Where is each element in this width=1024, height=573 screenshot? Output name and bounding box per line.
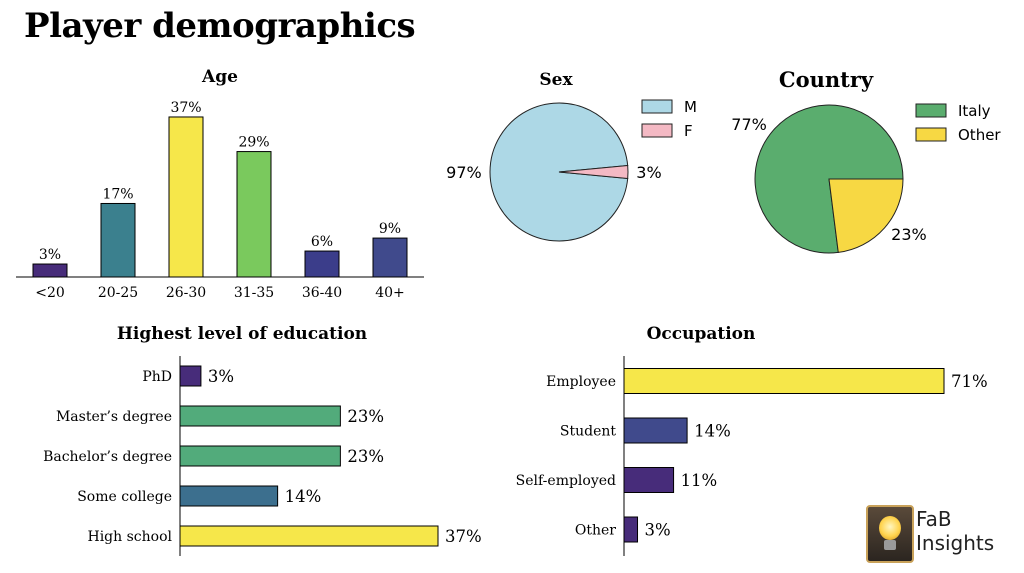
sex-legend-swatch	[641, 99, 673, 114]
age-bar	[32, 263, 68, 278]
logo-text: FaB Insights	[916, 507, 994, 555]
age-tick-label: 40+	[375, 285, 405, 301]
education-data-label: 23%	[347, 407, 384, 426]
occupation-tick-label: Employee	[546, 374, 616, 390]
fab-insights-logo: FaB Insights	[866, 505, 996, 563]
occupation-tick-label: Self-employed	[516, 473, 616, 489]
education-tick-label: High school	[88, 529, 173, 545]
age-bar	[236, 151, 272, 278]
education-data-label: 23%	[347, 447, 384, 466]
country-legend-swatch	[915, 103, 947, 118]
occupation-data-label: 14%	[694, 422, 731, 441]
country-chart-title: Country	[779, 67, 874, 92]
occupation-bar	[623, 516, 639, 543]
education-bar	[179, 365, 202, 387]
logo-line-1: FaB	[916, 507, 952, 531]
occupation-data-label: 11%	[681, 471, 718, 490]
sex-legend-swatch	[641, 123, 673, 138]
country-pie-label: 77%	[731, 115, 767, 134]
occupation-bar	[623, 467, 675, 493]
occupation-bar	[623, 368, 945, 394]
age-data-label: 6%	[311, 234, 333, 250]
education-chart-title: Highest level of education	[117, 324, 367, 344]
logo-line-2: Insights	[916, 531, 995, 555]
age-data-label: 29%	[238, 135, 269, 151]
age-data-label: 3%	[39, 247, 61, 263]
education-tick-label: PhD	[142, 369, 172, 385]
education-bar	[179, 405, 341, 427]
education-data-label: 14%	[285, 487, 322, 506]
age-tick-label: 20-25	[98, 285, 138, 301]
country-legend-label: Italy	[958, 102, 991, 120]
age-tick-label: <20	[35, 285, 65, 301]
occupation-chart-title: Occupation	[647, 324, 756, 344]
education-bar	[179, 445, 341, 467]
age-bar	[372, 237, 408, 278]
occupation-data-label: 71%	[951, 372, 988, 391]
education-bar	[179, 525, 439, 547]
sex-chart-title: Sex	[539, 70, 573, 90]
country-pie-slice	[828, 178, 904, 253]
sex-legend-label: F	[684, 122, 693, 140]
age-tick-label: 31-35	[234, 285, 274, 301]
country-pie-label: 23%	[891, 225, 927, 244]
age-tick-label: 26-30	[166, 285, 206, 301]
lightbulb-icon	[866, 505, 914, 563]
age-bar	[304, 250, 340, 278]
age-bar	[168, 116, 204, 278]
sex-pie-label: 3%	[636, 163, 661, 182]
sex-pie-slice	[558, 164, 629, 180]
age-data-label: 17%	[102, 186, 133, 202]
sex-pie-slice	[489, 102, 629, 242]
age-data-label: 9%	[379, 221, 401, 237]
country-legend-label: Other	[958, 126, 1001, 144]
age-data-label: 37%	[170, 100, 201, 116]
sex-pie-label: 97%	[446, 163, 482, 182]
education-bar	[179, 485, 279, 507]
education-tick-label: Bachelor’s degree	[43, 449, 172, 465]
country-legend-swatch	[915, 127, 947, 142]
education-data-label: 37%	[445, 527, 482, 546]
page-title: Player demographics	[24, 6, 416, 46]
age-bar	[100, 202, 136, 278]
education-data-label: 3%	[208, 367, 234, 386]
education-tick-label: Some college	[77, 489, 172, 505]
education-tick-label: Master’s degree	[56, 409, 172, 425]
occupation-tick-label: Student	[560, 424, 616, 440]
sex-legend-label: M	[684, 98, 697, 116]
age-tick-label: 36-40	[302, 285, 342, 301]
occupation-data-label: 3%	[645, 521, 671, 540]
occupation-bar	[623, 417, 688, 444]
age-chart-title: Age	[201, 67, 238, 87]
occupation-tick-label: Other	[575, 523, 616, 539]
